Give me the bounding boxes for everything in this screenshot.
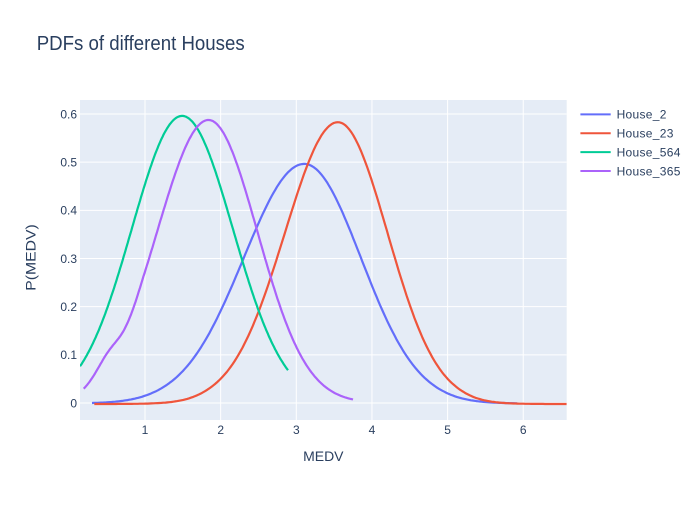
svg-text:2: 2	[217, 423, 224, 437]
svg-text:PDFs of different Houses: PDFs of different Houses	[37, 33, 245, 55]
svg-text:House_564: House_564	[617, 145, 681, 159]
svg-text:0.6: 0.6	[60, 107, 77, 121]
svg-text:6: 6	[520, 423, 527, 437]
svg-text:0.5: 0.5	[60, 156, 77, 170]
svg-text:4: 4	[369, 423, 376, 437]
svg-text:3: 3	[293, 423, 300, 437]
svg-text:0.4: 0.4	[60, 204, 77, 218]
svg-text:House_365: House_365	[617, 164, 681, 178]
svg-text:P(MEDV): P(MEDV)	[22, 224, 38, 291]
svg-text:0: 0	[70, 396, 77, 410]
svg-text:MEDV: MEDV	[303, 448, 344, 464]
svg-text:5: 5	[444, 423, 451, 437]
svg-text:1: 1	[142, 423, 149, 437]
svg-text:House_23: House_23	[617, 127, 674, 141]
svg-text:House_2: House_2	[617, 108, 667, 122]
svg-text:0.3: 0.3	[60, 252, 77, 266]
svg-text:0.2: 0.2	[60, 300, 77, 314]
svg-text:0.1: 0.1	[60, 348, 77, 362]
